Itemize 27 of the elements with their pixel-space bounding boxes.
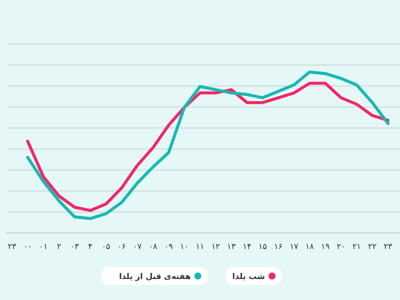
x-tick-label: ۴	[88, 242, 92, 251]
x-tick-label: ۲۳	[384, 242, 393, 251]
x-tick-label: ۰۵	[102, 242, 110, 251]
x-tick-label: ۱۸	[305, 242, 315, 251]
x-tick-label: ۱۵	[258, 242, 267, 251]
legend-label: هفته‌ی قبل از یلدا	[119, 272, 192, 281]
x-tick-label: ۱۶	[274, 242, 283, 251]
x-tick-label: ۱۹	[321, 242, 330, 251]
x-tick-label: ۰۳	[70, 242, 80, 251]
x-tick-label: ۰۶	[117, 242, 126, 251]
x-tick-label: ۱۰	[180, 242, 189, 251]
x-tick-label: ۱۲	[211, 242, 220, 251]
x-tick-label: ۱۴	[242, 242, 252, 251]
x-tick-label: ۲۳	[8, 242, 17, 251]
x-tick-label: ۰۷	[133, 242, 142, 251]
x-tick-label: ۰۹	[164, 242, 173, 251]
x-tick-label: ۲۰	[336, 242, 346, 251]
x-tick-label: ۱۷	[290, 242, 299, 251]
x-tick-label: ۱۱	[196, 242, 204, 251]
legend-label: شب یلدا	[232, 272, 266, 281]
x-tick-label: ۲۱	[352, 242, 361, 251]
x-tick-label: ۲	[56, 242, 62, 251]
x-tick-label: ۲۲	[368, 242, 377, 251]
x-tick-label: ۰۸	[148, 242, 158, 251]
x-tick-label: ۱۳	[227, 242, 236, 251]
x-tick-label: ۰۰	[23, 242, 32, 251]
x-tick-label: ۰۱	[39, 242, 48, 251]
